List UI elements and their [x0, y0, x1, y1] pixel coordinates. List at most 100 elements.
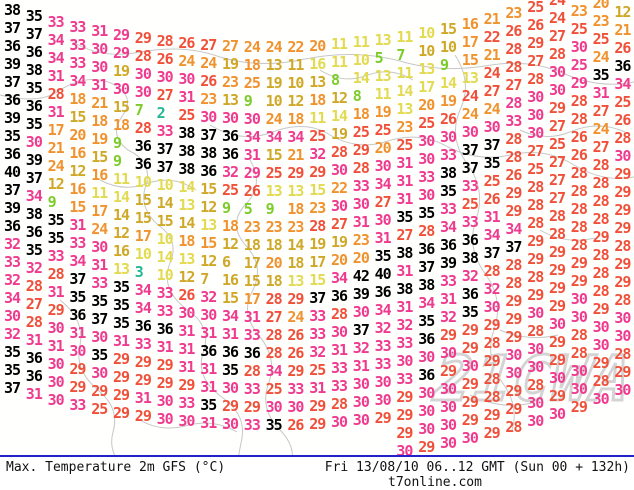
- temp-value: 25: [461, 195, 479, 214]
- temp-value: 30: [91, 363, 108, 382]
- temp-value: 30: [418, 419, 435, 438]
- caption-bar: Max. Temperature 2m GFS (°C) Fri 13/08/1…: [0, 455, 634, 490]
- temp-value: 27: [222, 37, 239, 56]
- temp-value: 29: [113, 403, 130, 422]
- temp-value: 29: [505, 382, 522, 401]
- temp-value: 18: [243, 235, 261, 254]
- temp-value: 19: [113, 61, 130, 80]
- temp-value: 28: [331, 395, 348, 414]
- temp-value: 31: [47, 282, 65, 301]
- temp-value: 34: [331, 269, 348, 288]
- temp-value: 34: [47, 30, 65, 49]
- temp-value: 26: [178, 286, 195, 305]
- temp-value: 34: [222, 307, 239, 326]
- temp-value: 28: [527, 321, 544, 340]
- temp-value: 31: [178, 340, 195, 359]
- temp-value: 30: [69, 341, 86, 360]
- temp-value: 25: [178, 106, 195, 125]
- temp-value: 30: [527, 393, 544, 412]
- temp-value: 13: [178, 196, 195, 215]
- temp-value: 15: [134, 209, 152, 228]
- temp-value: 29: [505, 310, 522, 329]
- temp-value: 23: [222, 73, 239, 92]
- temp-value: 17: [134, 227, 152, 246]
- temp-value: 36: [418, 329, 435, 348]
- temp-value: 13: [287, 181, 304, 200]
- temp-value: 28: [570, 199, 588, 218]
- temp-value: 28: [505, 40, 522, 59]
- temp-value: 5: [374, 48, 384, 67]
- temp-value: 29: [614, 165, 631, 184]
- temp-value: 24: [461, 87, 479, 106]
- temp-value: 31: [243, 145, 261, 164]
- temp-value: 30: [178, 412, 195, 431]
- temp-value: 32: [25, 259, 43, 278]
- temp-value: 13: [113, 259, 130, 278]
- temp-value: 34: [47, 48, 65, 67]
- temp-value: 18: [69, 89, 86, 108]
- temp-value: 21: [287, 145, 304, 164]
- temp-value: 35: [374, 246, 392, 265]
- temp-value: 31: [200, 359, 217, 378]
- temp-value: 30: [505, 346, 522, 365]
- temp-value: 30: [418, 383, 435, 402]
- temp-value: 36: [134, 155, 152, 174]
- temp-value: 42: [352, 267, 370, 286]
- temp-value: 30: [134, 83, 152, 102]
- temp-value: 32: [309, 144, 326, 163]
- temp-value: 15: [200, 233, 217, 252]
- temp-value: 17: [418, 77, 435, 96]
- temp-value: 30: [570, 289, 588, 308]
- temp-value: 29: [134, 371, 152, 390]
- temp-value: 14: [156, 193, 174, 212]
- temp-value: 29: [396, 405, 413, 424]
- temp-value: 28: [505, 418, 522, 437]
- temp-value: 30: [396, 351, 413, 370]
- temp-value: 12: [178, 268, 195, 287]
- temp-value: 29: [113, 25, 130, 44]
- temp-value: 15: [69, 107, 86, 126]
- temp-value: 37: [156, 139, 174, 158]
- temp-value: 28: [570, 235, 588, 254]
- temp-value: 31: [69, 323, 86, 342]
- temp-value: 31: [352, 213, 370, 232]
- temp-value: 30: [592, 389, 610, 408]
- temp-value: 30: [527, 105, 544, 124]
- temp-value: 29: [461, 321, 479, 340]
- temp-value: 34: [374, 174, 392, 193]
- temp-value: 33: [396, 333, 413, 352]
- temp-value: 35: [265, 415, 283, 434]
- temp-value: 24: [549, 9, 566, 28]
- temp-value: 8: [352, 87, 362, 106]
- temp-value: 13: [309, 72, 326, 91]
- temp-value: 25: [418, 113, 435, 132]
- temp-value: 28: [592, 173, 610, 192]
- temp-value: 31: [396, 189, 413, 208]
- temp-value: 28: [331, 305, 348, 324]
- temp-value: 20: [265, 253, 283, 272]
- temp-value: 29: [418, 437, 435, 455]
- temp-value: 11: [352, 33, 370, 52]
- temp-value: 30: [156, 67, 174, 86]
- temp-value: 25: [592, 29, 610, 48]
- temp-value: 34: [243, 127, 261, 146]
- temp-value: 29: [614, 273, 631, 292]
- temp-value: 27: [549, 189, 566, 208]
- temp-value: 34: [440, 217, 457, 236]
- temp-value: 10: [418, 23, 435, 42]
- temp-value: 29: [549, 333, 566, 352]
- temp-value: 34: [134, 299, 152, 318]
- temp-value: 31: [47, 102, 65, 121]
- temp-value: 24: [243, 37, 261, 56]
- temp-value: 29: [440, 325, 457, 344]
- temp-value: 13: [200, 215, 217, 234]
- temp-value: 30: [331, 323, 348, 342]
- temp-value: 29: [461, 393, 479, 412]
- temp-value: 26: [505, 166, 522, 185]
- temp-value: 34: [69, 251, 86, 270]
- temp-value: 30: [549, 81, 566, 100]
- temp-value: 24: [592, 47, 610, 66]
- temp-value: 32: [222, 163, 239, 182]
- temp-value: 23: [243, 217, 261, 236]
